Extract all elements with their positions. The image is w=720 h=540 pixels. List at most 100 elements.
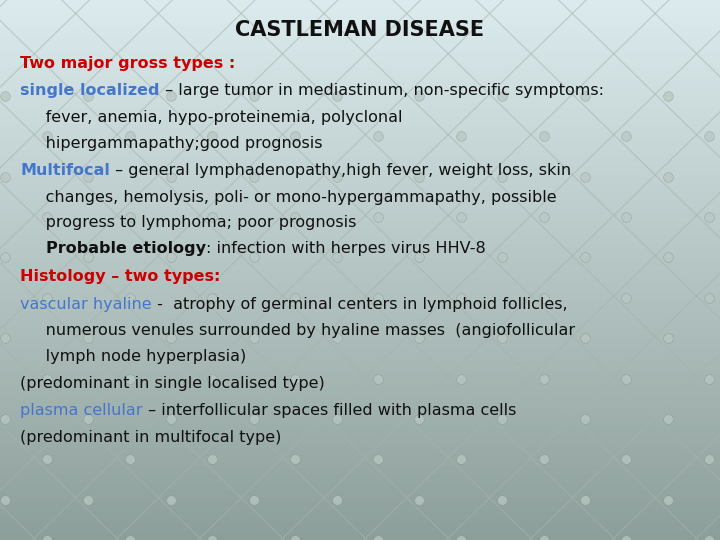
Text: fever, anemia, hypo-proteinemia, polyclonal: fever, anemia, hypo-proteinemia, polyclo… [20,110,402,125]
Bar [0,440,720,443]
Bar [0,481,720,483]
Bar [0,524,720,526]
Bar [0,505,720,508]
Bar [0,462,720,464]
Bar [0,400,720,402]
Bar [0,392,720,394]
Bar [0,513,720,516]
Bar [0,478,720,481]
Bar [0,119,720,122]
Bar [0,213,720,216]
Bar [0,40,720,43]
Bar [0,46,720,49]
Bar [0,143,720,146]
Bar [0,529,720,532]
Bar [0,359,720,362]
Bar [0,364,720,367]
Bar [0,316,720,319]
Bar [0,240,720,243]
Bar [0,65,720,68]
Bar [0,329,720,332]
Bar [0,227,720,229]
Bar [0,51,720,54]
Bar [0,30,720,32]
Bar [0,194,720,197]
Bar [0,432,720,435]
Bar [0,313,720,316]
Bar [0,381,720,383]
Bar [0,14,720,16]
Bar [0,348,720,351]
Bar [0,424,720,427]
Bar [0,246,720,248]
Bar [0,103,720,105]
Text: plasma cellular: plasma cellular [20,403,143,418]
Text: numerous venules surrounded by hyaline masses  (angiofollicular: numerous venules surrounded by hyaline m… [20,323,575,338]
Bar [0,235,720,238]
Bar [0,122,720,124]
Bar [0,73,720,76]
Bar [0,300,720,302]
Text: vascular hyaline: vascular hyaline [20,296,152,312]
Text: Probable etiology: Probable etiology [46,241,206,256]
Bar [0,135,720,138]
Bar [0,230,720,232]
Bar [0,356,720,359]
Bar [0,394,720,397]
Bar [0,421,720,424]
Bar [0,467,720,470]
Bar [0,451,720,454]
Text: -  atrophy of germinal centers in lymphoid follicles,: - atrophy of germinal centers in lymphoi… [152,296,567,312]
Text: Multifocal: Multifocal [20,163,110,178]
Bar [0,302,720,305]
Bar [0,267,720,270]
Bar [0,138,720,140]
Bar [0,351,720,354]
Bar [0,397,720,400]
Bar [0,516,720,518]
Bar [0,459,720,462]
Bar [0,35,720,38]
Bar [0,486,720,489]
Bar [0,0,720,3]
Bar [0,157,720,159]
Bar [0,324,720,327]
Bar [0,370,720,373]
Bar [0,378,720,381]
Bar [0,435,720,437]
Bar [0,402,720,405]
Bar [0,78,720,81]
Bar [0,532,720,535]
Bar [0,454,720,456]
Bar [0,265,720,267]
Bar [0,494,720,497]
Bar [0,508,720,510]
Bar [0,211,720,213]
Bar [0,84,720,86]
Bar [0,470,720,472]
Bar [0,305,720,308]
Bar [0,500,720,502]
Bar [0,3,720,5]
Bar [0,464,720,467]
Bar [0,319,720,321]
Bar [0,216,720,219]
Bar [0,124,720,127]
Bar [0,502,720,505]
Bar [0,526,720,529]
Bar [0,127,720,130]
Bar [0,32,720,35]
Text: CASTLEMAN DISEASE: CASTLEMAN DISEASE [235,19,485,40]
Bar [0,130,720,132]
Bar [0,248,720,251]
Bar [0,189,720,192]
Bar [0,343,720,346]
Bar [0,22,720,24]
Bar [0,70,720,73]
Bar [0,27,720,30]
Bar [0,76,720,78]
Bar [0,518,720,521]
Bar [0,254,720,256]
Bar [0,537,720,540]
Bar [0,57,720,59]
